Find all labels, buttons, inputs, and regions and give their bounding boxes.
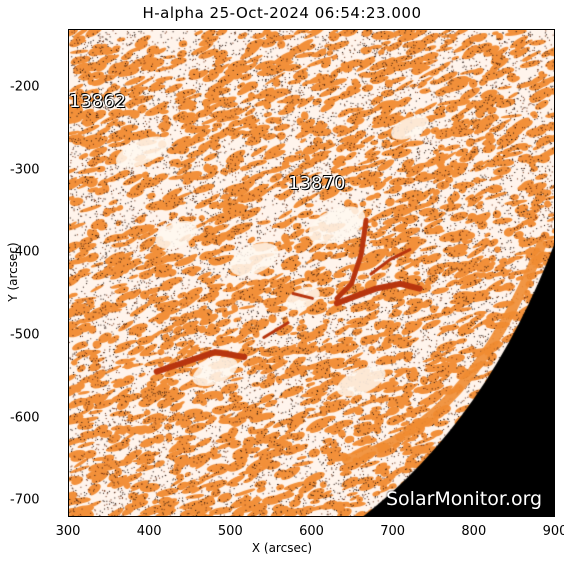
y-tick-label: -700: [10, 492, 40, 508]
x-tick-label: 300: [55, 524, 81, 539]
watermark-text: SolarMonitor.org: [386, 488, 543, 510]
plot-title: H-alpha 25-Oct-2024 06:54:23.000: [142, 4, 422, 22]
region-label-13870: 13870: [288, 173, 346, 195]
region-label-13862: 13862: [69, 90, 127, 112]
y-tick-label: -500: [10, 327, 40, 343]
x-tick-label: 500: [217, 524, 243, 539]
x-axis-label: X (arcsec): [251, 541, 313, 555]
y-tick-label: -200: [10, 79, 40, 95]
x-tick-label: 600: [299, 524, 324, 539]
y-tick-label: -400: [10, 244, 40, 260]
image-frame: 13862 13870: [68, 29, 555, 517]
y-tick-label: -600: [10, 410, 40, 426]
x-tick-label: 400: [136, 524, 162, 539]
x-tick-label: 900: [542, 524, 564, 539]
x-tick-label: 700: [380, 524, 406, 539]
y-axis-label: Y (arcsec): [6, 242, 20, 302]
h-alpha-solar-image: [69, 30, 554, 516]
y-tick-label: -300: [10, 162, 40, 178]
x-tick-label: 800: [461, 524, 487, 539]
